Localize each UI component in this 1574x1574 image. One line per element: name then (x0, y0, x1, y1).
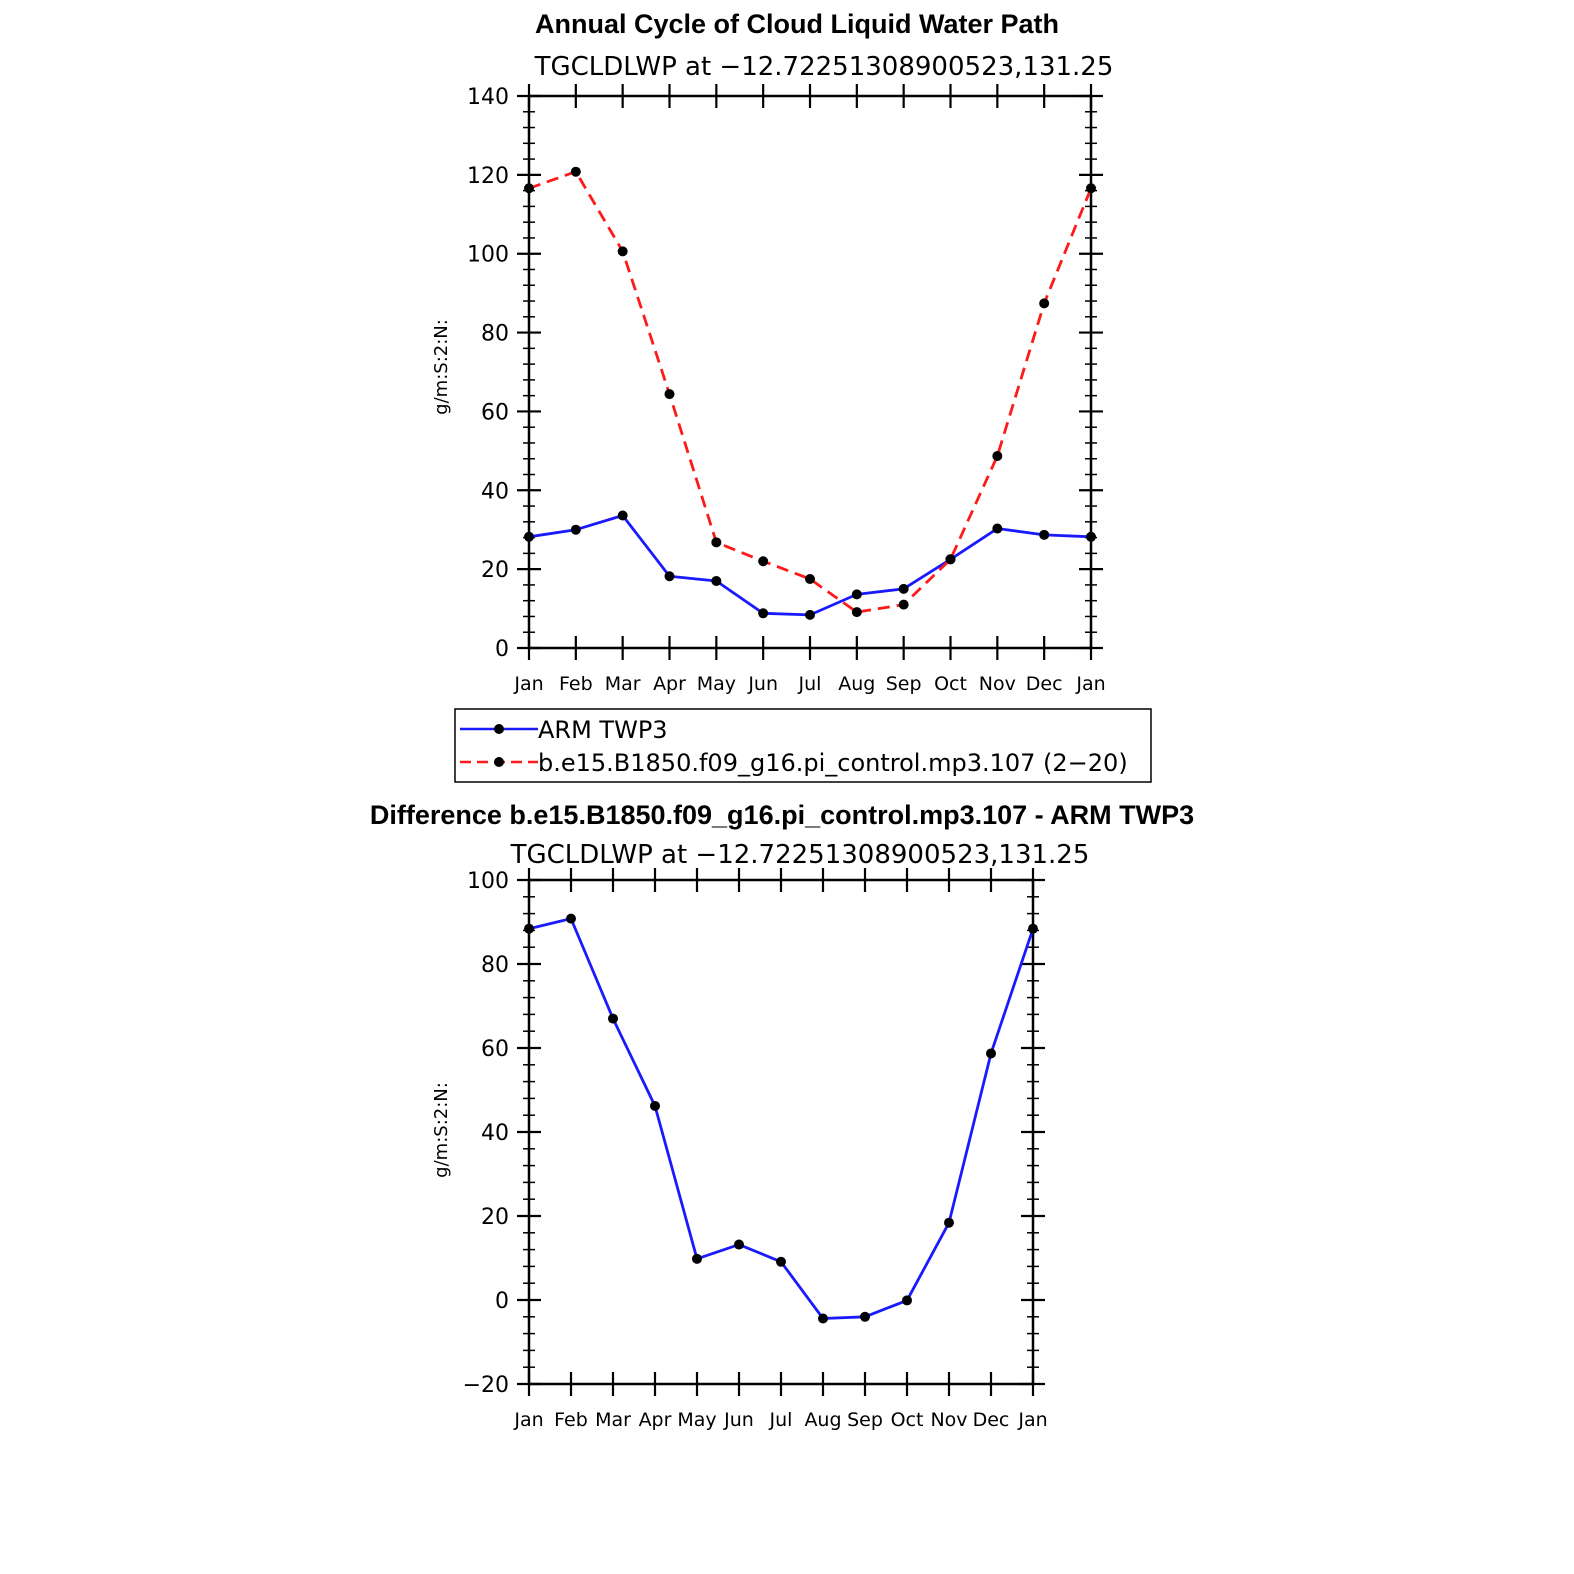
top-x-tick-label: Jun (747, 673, 778, 695)
legend-entry-arm-twp3: ARM TWP3 (538, 716, 668, 744)
top-series-0-point (1086, 531, 1096, 542)
top-series-0-point (570, 524, 581, 535)
top-y-axis-label: g/m:S:2:N: (431, 319, 452, 415)
bottom-series-0-point (986, 1048, 996, 1059)
top-y-tick-label: 100 (467, 243, 509, 268)
top-series-1-point (945, 554, 956, 565)
bottom-x-tick-label: Sep (847, 1409, 883, 1431)
top-y-tick-label: 80 (481, 322, 509, 347)
bottom-y-tick-label: −20 (463, 1373, 509, 1398)
top-y-tick-label: 140 (467, 85, 509, 110)
top-series-1-point (851, 607, 862, 618)
top-x-tick-label: Feb (559, 673, 593, 695)
legend-swatch-model-marker (494, 757, 504, 767)
legend-entry-model: b.e15.B1850.f09_g16.pi_control.mp3.107 (… (538, 749, 1128, 777)
bottom-x-tick-label: Dec (973, 1409, 1010, 1431)
top-x-tick-label: Jan (1075, 673, 1105, 695)
bottom-x-tick-label: Feb (554, 1409, 588, 1431)
top-series-0-point (524, 531, 534, 542)
top-series-1-point (664, 389, 675, 400)
bottom-x-tick-label: Aug (804, 1409, 841, 1431)
bottom-series-0-point (650, 1100, 660, 1111)
bottom-y-tick-label: 60 (481, 1037, 509, 1062)
top-series-line-0 (528, 514, 1092, 617)
bottom-y-tick-label: 20 (481, 1205, 509, 1230)
legend-swatch-obs-marker (494, 724, 504, 734)
top-x-tick-label: Apr (653, 673, 686, 695)
top-series-0-point (851, 589, 862, 600)
bottom-x-tick-label: Oct (891, 1409, 924, 1431)
legend: ARM TWP3 b.e15.B1850.f09_g16.pi_control.… (454, 708, 1152, 783)
top-series-1-point (805, 574, 815, 584)
bottom-series-0-point (566, 913, 576, 924)
bottom-y-tick-label: 40 (481, 1121, 509, 1146)
difference-panel: Difference b.e15.B1850.f09_g16.pi_contro… (370, 800, 1194, 1431)
top-x-tick-label: Oct (934, 673, 967, 695)
bottom-x-tick-label: Jun (723, 1409, 754, 1431)
bottom-x-tick-label: Jul (769, 1409, 793, 1431)
bottom-series-0-point (818, 1313, 828, 1324)
bottom-series-0-point (944, 1217, 954, 1228)
top-series-1-point (992, 450, 1003, 461)
top-series-0-point (992, 523, 1003, 534)
top-x-tick-label: Jul (798, 673, 822, 695)
bottom-y-tick-label: 100 (467, 869, 509, 894)
top-chart-subtitle: TGCLDLWP at −12.72251308900523,131.25 (534, 52, 1114, 82)
bottom-x-tick-label: Jan (513, 1409, 543, 1431)
top-series-1-point (524, 183, 534, 194)
bottom-x-tick-label: Apr (639, 1409, 672, 1431)
top-series-0-point (898, 583, 909, 594)
bottom-series-0-point (608, 1013, 618, 1024)
top-series-0-point (1039, 529, 1050, 540)
bottom-series-0-point (692, 1253, 702, 1264)
top-series-1-point (570, 166, 581, 177)
top-y-tick-label: 120 (467, 164, 509, 189)
top-series-0-point (617, 510, 628, 521)
top-x-tick-label: Nov (979, 673, 1016, 695)
top-y-tick-label: 60 (481, 400, 509, 425)
bottom-x-tick-label: Nov (930, 1409, 967, 1431)
top-series-1-point (758, 556, 769, 567)
bottom-series-0-point (776, 1256, 786, 1267)
top-series-0-point (805, 609, 815, 620)
top-y-tick-label: 0 (495, 637, 509, 662)
bottom-x-tick-label: May (677, 1409, 716, 1431)
top-y-tick-label: 20 (481, 558, 509, 583)
bottom-y-tick-label: 0 (495, 1289, 509, 1314)
top-x-tick-label: Sep (886, 673, 922, 695)
bottom-series-0-point (860, 1311, 870, 1322)
bottom-y-tick-label: 80 (481, 953, 509, 978)
annual-cycle-panel: Annual Cycle of Cloud Liquid Water Path … (431, 9, 1113, 695)
bottom-series-0-point (1028, 923, 1038, 934)
top-y-tick-label: 40 (481, 479, 509, 504)
top-x-tick-label: Dec (1026, 673, 1063, 695)
top-series-0-point (758, 608, 769, 619)
top-x-tick-label: Mar (605, 673, 641, 695)
bottom-series-0-point (902, 1295, 912, 1306)
bottom-y-axis-label: g/m:S:2:N: (431, 1082, 452, 1178)
top-plot-frame (527, 94, 1093, 650)
bottom-chart-subtitle: TGCLDLWP at −12.72251308900523,131.25 (510, 840, 1090, 870)
bottom-x-tick-label: Mar (595, 1409, 631, 1431)
top-series-1-point (898, 599, 909, 610)
top-series-1-point (1086, 183, 1096, 194)
top-series-line-1 (528, 170, 1093, 614)
bottom-series-0-point (524, 923, 534, 934)
top-series-1-point (1039, 298, 1050, 309)
bottom-plot-frame (527, 878, 1035, 1386)
top-x-tick-label: May (697, 673, 736, 695)
top-series-0-point (711, 575, 722, 586)
legend-box (454, 708, 1152, 783)
bottom-x-tick-label: Jan (1017, 1409, 1047, 1431)
top-series-0-point (664, 571, 675, 582)
top-chart-title: Annual Cycle of Cloud Liquid Water Path (535, 9, 1059, 39)
bottom-chart-title: Difference b.e15.B1850.f09_g16.pi_contro… (370, 800, 1194, 830)
top-series-1-point (711, 537, 722, 548)
top-x-tick-label: Jan (513, 673, 543, 695)
top-series-1-point (617, 246, 628, 257)
top-x-tick-label: Aug (838, 673, 875, 695)
bottom-series-0-point (734, 1239, 744, 1250)
